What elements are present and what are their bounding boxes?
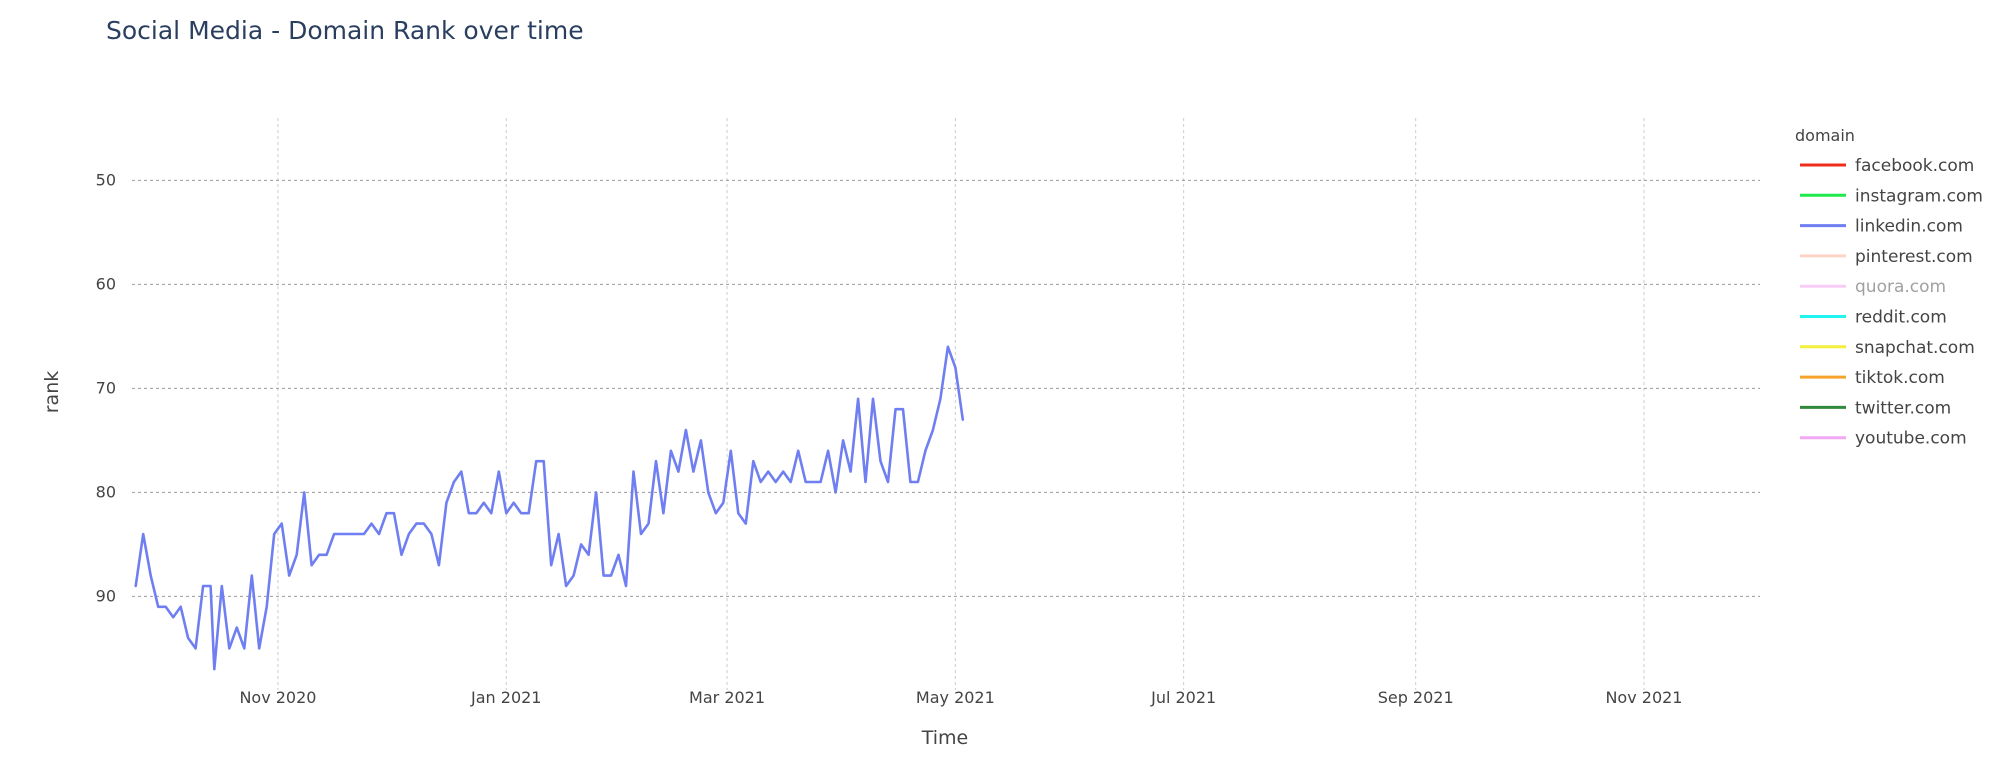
legend-item-linkedin-com[interactable]: linkedin.com <box>1800 217 1963 237</box>
legend-item-pinterest-com[interactable]: pinterest.com <box>1800 247 1973 267</box>
legend-label: reddit.com <box>1855 308 1947 328</box>
legend-label: twitter.com <box>1855 398 1951 418</box>
legend-label: quora.com <box>1855 277 1946 297</box>
legend-item-facebook-com[interactable]: facebook.com <box>1800 156 1974 176</box>
y-axis-ticks: 50 60 70 80 90 <box>96 170 116 605</box>
x-tick-label: Nov 2020 <box>239 688 316 707</box>
x-tick-label: Mar 2021 <box>689 688 765 707</box>
legend-item-twitter-com[interactable]: twitter.com <box>1800 398 1951 418</box>
legend-label: youtube.com <box>1855 429 1967 449</box>
x-tick-label: May 2021 <box>916 688 995 707</box>
y-tick-label: 70 <box>96 378 116 397</box>
legend[interactable]: domain facebook.com instagram.com linkedin… <box>1795 126 1983 449</box>
legend-item-instagram-com[interactable]: instagram.com <box>1800 186 1983 206</box>
y-tick-label: 80 <box>96 482 116 501</box>
x-axis-ticks: Nov 2020 Jan 2021 Mar 2021 May 2021 Jul 2021… <box>239 688 1682 707</box>
y-tick-label: 90 <box>96 586 116 605</box>
x-axis-title: Time <box>921 727 969 749</box>
legend-label: instagram.com <box>1855 186 1983 206</box>
series-line-linkedin-com <box>134 345 965 671</box>
legend-item-quora-com[interactable]: quora.com <box>1800 277 1946 297</box>
grid <box>132 118 1760 690</box>
x-tick-label: Jan 2021 <box>470 688 541 707</box>
legend-item-tiktok-com[interactable]: tiktok.com <box>1800 368 1945 388</box>
legend-label: snapchat.com <box>1855 338 1975 358</box>
x-tick-label: Sep 2021 <box>1378 688 1454 707</box>
legend-item-youtube-com[interactable]: youtube.com <box>1800 429 1967 449</box>
legend-label: facebook.com <box>1855 156 1974 176</box>
legend-item-snapchat-com[interactable]: snapchat.com <box>1800 338 1975 358</box>
chart-title: Social Media - Domain Rank over time <box>106 16 584 45</box>
y-axis-title: rank <box>41 371 63 414</box>
legend-item-reddit-com[interactable]: reddit.com <box>1800 308 1947 328</box>
legend-label: pinterest.com <box>1855 247 1973 267</box>
plot-area <box>134 345 965 671</box>
legend-label: linkedin.com <box>1855 217 1963 237</box>
x-tick-label: Nov 2021 <box>1605 688 1682 707</box>
y-tick-label: 60 <box>96 274 116 293</box>
legend-label: tiktok.com <box>1855 368 1945 388</box>
legend-title: domain <box>1795 126 1855 145</box>
x-tick-label: Jul 2021 <box>1150 688 1216 707</box>
y-tick-label: 50 <box>96 170 116 189</box>
